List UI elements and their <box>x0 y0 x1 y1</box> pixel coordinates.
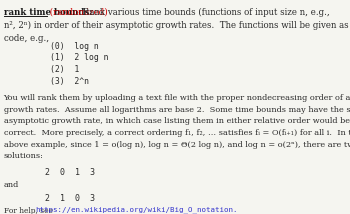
Text: solutions:: solutions: <box>4 152 43 160</box>
Text: Rank various time bounds (functions of input size n, e.g.,: Rank various time bounds (functions of i… <box>79 8 329 17</box>
Text: (2)  1: (2) 1 <box>50 65 79 74</box>
Text: (1)  2 log n: (1) 2 log n <box>50 53 108 62</box>
Text: rank time bounds:: rank time bounds: <box>4 8 92 17</box>
Text: 2  0  1  3: 2 0 1 3 <box>46 168 96 177</box>
Text: 2  1  0  3: 2 1 0 3 <box>46 193 96 202</box>
Text: code, e.g.,: code, e.g., <box>4 34 49 43</box>
Text: asymptotic growth rate, in which case listing them in either relative order woul: asymptotic growth rate, in which case li… <box>4 117 350 125</box>
Text: n², 2ⁿ) in order of their asymptotic growth rates.  The functions will be given : n², 2ⁿ) in order of their asymptotic gro… <box>4 21 350 30</box>
Text: You will rank them by uploading a text file with the proper nondecreasing order : You will rank them by uploading a text f… <box>4 94 350 102</box>
Text: (randomized): (randomized) <box>47 8 107 17</box>
Text: (3)  2^n: (3) 2^n <box>50 77 89 86</box>
Text: For help, see: For help, see <box>4 207 55 214</box>
Text: https://en.wikipedia.org/wiki/Big_O_notation.: https://en.wikipedia.org/wiki/Big_O_nota… <box>35 207 237 214</box>
Text: and: and <box>4 181 19 189</box>
Text: correct.  More precisely, a correct ordering f₁, f₂, … satisfies fᵢ = O(fᵢ₊₁) fo: correct. More precisely, a correct order… <box>4 129 350 137</box>
Text: (0)  log n: (0) log n <box>50 42 99 51</box>
Text: above example, since 1 = o(log n), log n = Θ(2 log n), and log n = o(2ⁿ), there : above example, since 1 = o(log n), log n… <box>4 141 350 149</box>
Text: growth rates.  Assume all logarithms are base 2.  Some time bounds may have the : growth rates. Assume all logarithms are … <box>4 106 350 114</box>
